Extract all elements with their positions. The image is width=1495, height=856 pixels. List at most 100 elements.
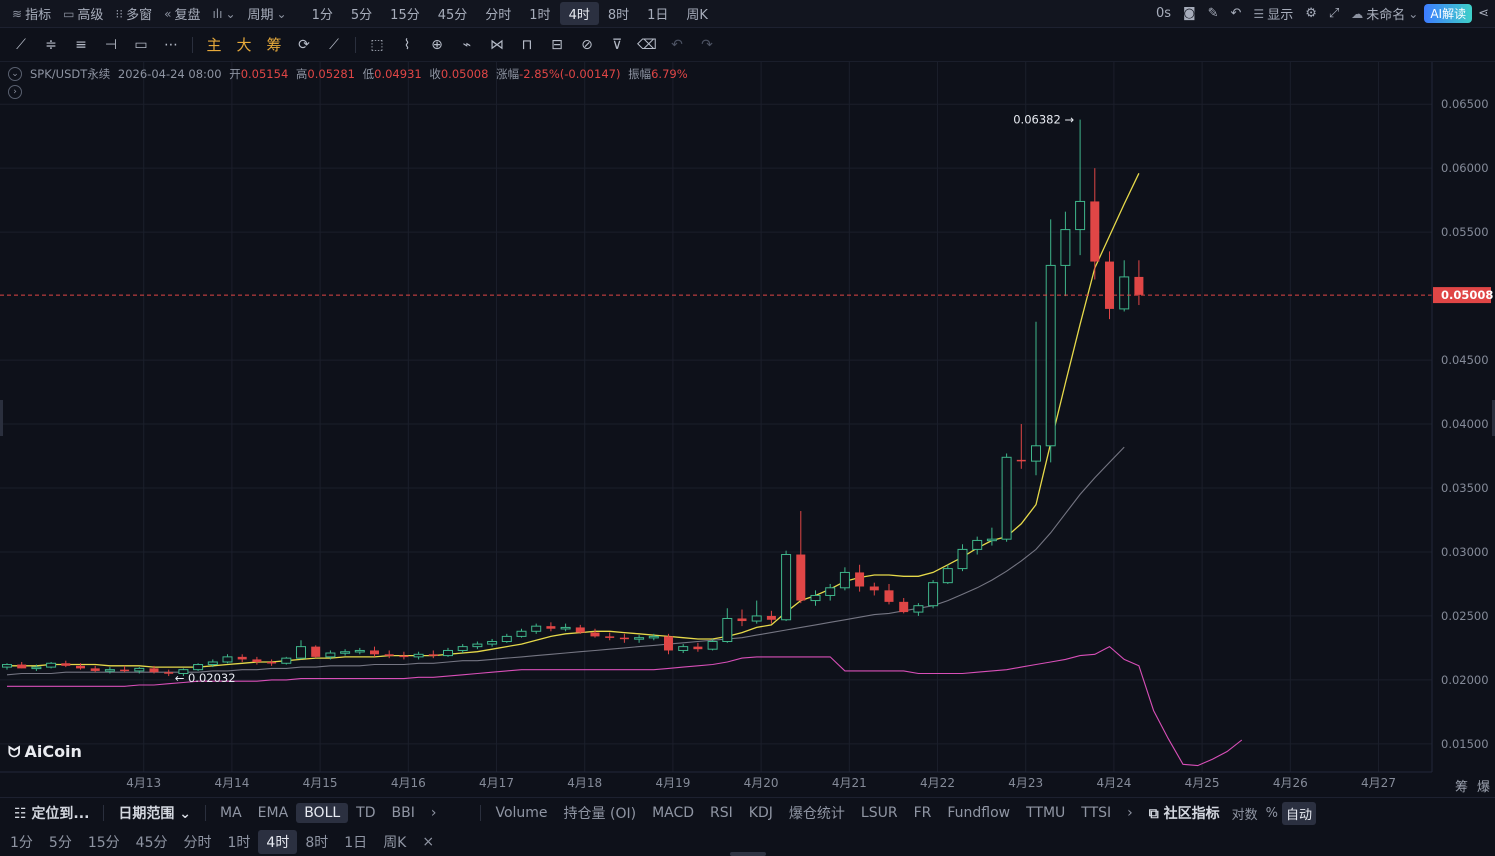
large-order-tool[interactable]: 大: [236, 36, 252, 54]
horizontal-ray-icon[interactable]: ⊣: [104, 36, 118, 53]
legend-change-label: 涨幅: [496, 67, 520, 81]
fullscreen-icon[interactable]: ⤢: [1328, 6, 1340, 21]
measure-icon[interactable]: ⟋: [329, 36, 339, 53]
ruler-icon[interactable]: ⌇: [403, 36, 411, 53]
bottom-period-1d[interactable]: 1日: [344, 835, 368, 851]
multi-window-menu[interactable]: ⁝⁝ 多窗: [109, 2, 158, 25]
filter-icon[interactable]: ⊽: [611, 36, 623, 53]
period-1d[interactable]: 1日: [647, 8, 669, 23]
period-8h[interactable]: 8时: [607, 8, 630, 23]
sub-macd[interactable]: MACD: [652, 805, 695, 821]
period-4h[interactable]: 4时: [559, 2, 599, 25]
sub-rsi[interactable]: RSI: [710, 805, 733, 821]
sub-volume[interactable]: Volume: [495, 805, 548, 821]
indicator-ma[interactable]: MA: [220, 805, 242, 821]
log-scale-toggle[interactable]: 对数: [1231, 807, 1258, 823]
left-resize-handle[interactable]: [0, 400, 3, 436]
community-indicators-button[interactable]: ⧉ 社区指标: [1141, 801, 1228, 825]
edit-icon[interactable]: ✎: [1207, 6, 1219, 21]
more-main-indicators-icon[interactable]: ›: [430, 805, 437, 821]
bottom-period-5m[interactable]: 5分: [48, 835, 72, 851]
period-5m[interactable]: 5分: [350, 8, 373, 23]
indicator-menu[interactable]: ≋ 指标: [6, 2, 57, 25]
sub-lsur[interactable]: LSUR: [860, 805, 898, 821]
period-1h[interactable]: 1时: [529, 8, 551, 23]
percent-scale-toggle[interactable]: %: [1265, 805, 1279, 821]
main-force-tool[interactable]: 主: [206, 36, 222, 54]
candle-body: [1060, 229, 1071, 266]
redo-icon[interactable]: ↷: [701, 36, 713, 53]
candle-type-menu[interactable]: ılı ⌄: [206, 5, 241, 23]
advanced-menu[interactable]: ▭ 高级: [57, 2, 109, 25]
bottom-period-45m[interactable]: 45分: [135, 835, 168, 851]
sub-liquidation[interactable]: 爆仓统计: [788, 806, 845, 822]
replay-menu[interactable]: «复盘: [158, 2, 206, 25]
ai-interpret-button[interactable]: AI解读: [1424, 4, 1473, 23]
date-range-button[interactable]: 日期范围 ⌄: [110, 801, 199, 825]
sub-kdj[interactable]: KDJ: [748, 805, 773, 821]
cursor-icon[interactable]: ⬚: [370, 36, 384, 53]
sub-ttsi[interactable]: TTSI: [1081, 805, 1112, 821]
horizontal-lines-icon[interactable]: ≡: [75, 36, 87, 53]
candle-body: [737, 618, 747, 622]
camera-icon[interactable]: ◙: [1182, 6, 1196, 21]
close-period-bar-icon[interactable]: ×: [422, 834, 435, 850]
auto-scale-toggle[interactable]: 自动: [1282, 801, 1317, 825]
trend-line-icon[interactable]: ⟋: [16, 36, 26, 53]
bottom-period-15m[interactable]: 15分: [87, 835, 120, 851]
undo-layout-icon[interactable]: ↶: [1230, 6, 1242, 21]
more-sub-indicators-icon[interactable]: ›: [1127, 805, 1133, 821]
chip-toggle[interactable]: 筹: [1455, 780, 1469, 795]
display-menu[interactable]: ☰ 显示: [1247, 2, 1299, 25]
period-timeshare[interactable]: 分时: [485, 8, 512, 23]
bottom-period-timeshare[interactable]: 分时: [183, 835, 212, 851]
indicator-bbi[interactable]: BBI: [391, 805, 415, 821]
layout-menu[interactable]: ☁ 未命名 ⌄: [1345, 2, 1424, 25]
bottom-period-4h[interactable]: 4时: [258, 830, 298, 854]
chip-tool[interactable]: 筹: [266, 36, 282, 54]
locate-button[interactable]: ☷ 定位到...: [6, 801, 97, 825]
bottom-period-1h[interactable]: 1时: [227, 835, 251, 851]
sub-oi[interactable]: 持仓量 (OI): [563, 806, 637, 822]
zoom-icon[interactable]: ⊕: [431, 36, 443, 53]
magnet-icon[interactable]: ⋈: [490, 36, 504, 53]
hide-drawings-icon[interactable]: ⊟: [551, 36, 563, 53]
candle-body: [267, 661, 277, 664]
legend-close: 0.05008: [440, 67, 489, 81]
sub-ttmu[interactable]: TTMU: [1026, 805, 1066, 821]
share-icon[interactable]: ⋖: [1478, 6, 1489, 21]
indicator-label: 指标: [25, 8, 52, 23]
more-dots-icon[interactable]: ⋯: [164, 36, 178, 53]
sub-fr[interactable]: FR: [913, 805, 932, 821]
bottom-period-week[interactable]: 周K: [383, 835, 407, 851]
rectangle-icon[interactable]: ▭: [134, 36, 148, 53]
right-resize-handle[interactable]: [1492, 400, 1495, 436]
lock-icon[interactable]: ⊓: [521, 36, 533, 53]
candle-body: [899, 601, 909, 613]
period-1m[interactable]: 1分: [311, 8, 333, 23]
sync-icon[interactable]: ⟳: [298, 36, 310, 53]
liquidation-toggle[interactable]: 爆: [1477, 780, 1491, 795]
expand-legend-icon[interactable]: ›: [8, 85, 22, 99]
period-week[interactable]: 周K: [686, 8, 708, 23]
indicator-td[interactable]: TD: [356, 805, 376, 821]
link-icon[interactable]: ⊘: [581, 36, 593, 53]
panel-resize-handle[interactable]: [730, 852, 766, 856]
bottom-period-8h[interactable]: 8时: [305, 835, 329, 851]
collapse-legend-icon[interactable]: ⌄: [8, 67, 22, 81]
x-axis: 4月13 4月14 4月15 4月16 4月17 4月18 4月19 4月20 4月21 4月22…: [0, 771, 1432, 790]
display-label: 显示: [1267, 8, 1294, 23]
brush-icon[interactable]: ⌁: [462, 36, 472, 53]
period-45m[interactable]: 45分: [437, 8, 468, 23]
indicator-boll[interactable]: BOLL: [296, 803, 349, 823]
bottom-period-1m[interactable]: 1分: [10, 835, 33, 851]
undo-icon[interactable]: ↶: [671, 36, 683, 53]
settings-gear-icon[interactable]: ⚙: [1305, 6, 1317, 21]
candlestick-chart[interactable]: 0.05008 0.06382 → ← 0.02032 0.06500 0.06000…: [0, 62, 1495, 797]
trash-icon[interactable]: ⌫: [637, 36, 657, 53]
period-15m[interactable]: 15分: [390, 8, 420, 23]
parallel-lines-icon[interactable]: ≑: [45, 36, 57, 53]
period-menu[interactable]: 周期 ⌄: [242, 2, 293, 25]
sub-fundflow[interactable]: Fundflow: [947, 805, 1011, 821]
indicator-ema[interactable]: EMA: [257, 805, 289, 821]
